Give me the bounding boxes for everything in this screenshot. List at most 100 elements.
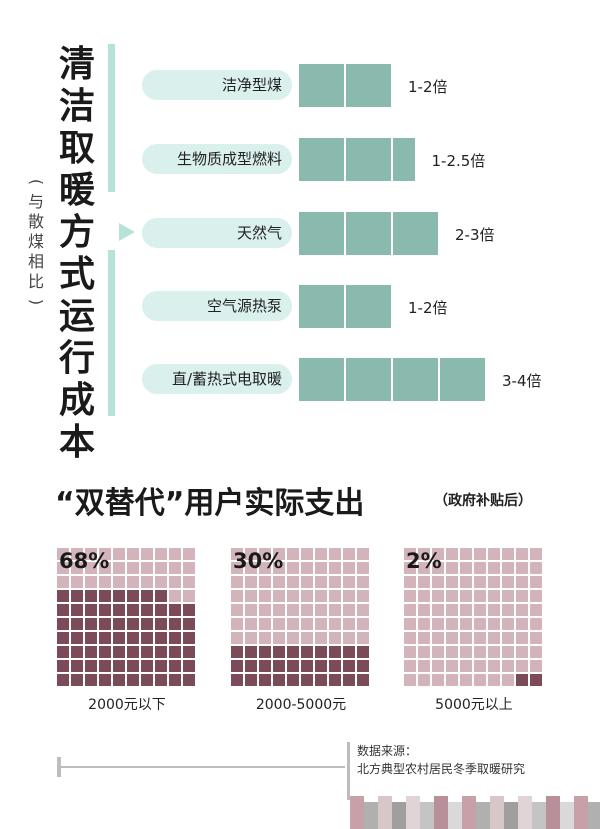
grid-cell xyxy=(357,646,369,658)
grid-cell xyxy=(502,590,514,602)
grid-cell xyxy=(273,548,285,560)
grid-cell xyxy=(85,674,97,686)
grid-cell xyxy=(357,590,369,602)
grid-cell xyxy=(516,576,528,588)
grid-cell xyxy=(259,576,271,588)
cost-bar-block xyxy=(392,357,439,402)
title-char: 运 xyxy=(58,296,95,337)
grid-cell xyxy=(259,562,271,574)
grid-cell xyxy=(343,548,355,560)
grid-cell xyxy=(169,632,181,644)
grid-cell xyxy=(287,590,299,602)
subtitle-char: ( xyxy=(27,178,46,186)
grid-cell xyxy=(404,548,416,560)
grid-cell xyxy=(169,660,181,672)
grid-cell xyxy=(418,562,430,574)
watermark-pixel xyxy=(378,796,392,829)
subtitle-char: 煤 xyxy=(27,232,44,251)
grid-cell xyxy=(245,548,257,560)
grid-cell xyxy=(474,576,486,588)
grid-cell xyxy=(155,646,167,658)
accent-line-top xyxy=(108,44,115,192)
grid-cell xyxy=(315,548,327,560)
cost-bar-block xyxy=(298,211,345,256)
grid-cell xyxy=(169,562,181,574)
grid-percent-label: 2% xyxy=(406,549,442,573)
grid-cell xyxy=(245,562,257,574)
grid-cell xyxy=(301,660,313,672)
grid-cell xyxy=(329,576,341,588)
grid-cell xyxy=(169,618,181,630)
grid-cell xyxy=(446,604,458,616)
grid-cell xyxy=(418,604,430,616)
grid-cell xyxy=(85,604,97,616)
watermark-pixel xyxy=(448,802,462,829)
grid-cell xyxy=(474,548,486,560)
grid-cell xyxy=(85,576,97,588)
grid-cell xyxy=(516,674,528,686)
grid-cell xyxy=(502,548,514,560)
grid-cell xyxy=(502,646,514,658)
cost-bar-block xyxy=(345,357,392,402)
grid-cell xyxy=(57,590,69,602)
watermark-pixel xyxy=(518,796,532,829)
title-char: 洁 xyxy=(58,86,95,127)
grid-cell xyxy=(183,562,195,574)
grid-cell xyxy=(474,674,486,686)
grid-cell xyxy=(155,618,167,630)
grid-cell xyxy=(245,674,257,686)
grid-cell xyxy=(183,660,195,672)
grid-cell xyxy=(516,646,528,658)
grid-cell xyxy=(432,576,444,588)
source-label: 数据来源： xyxy=(357,744,418,758)
watermark-pixel xyxy=(504,802,518,829)
grid-cell xyxy=(155,632,167,644)
cost-bar-block xyxy=(392,137,416,182)
grid-cell xyxy=(432,562,444,574)
grid-cell xyxy=(446,590,458,602)
grid-cell xyxy=(141,618,153,630)
grid-cell xyxy=(329,604,341,616)
grid-cell xyxy=(259,604,271,616)
grid-cell xyxy=(516,562,528,574)
grid-cell xyxy=(99,618,111,630)
grid-cell xyxy=(516,590,528,602)
grid-cell xyxy=(404,604,416,616)
watermark-pixel xyxy=(462,796,476,829)
accent-line-bottom xyxy=(108,250,115,416)
grid-cell xyxy=(329,548,341,560)
grid-cell xyxy=(530,576,542,588)
grid-cell xyxy=(273,632,285,644)
grid-cell xyxy=(155,604,167,616)
grid-cell xyxy=(169,548,181,560)
grid-cell xyxy=(446,660,458,672)
grid-cell xyxy=(502,604,514,616)
grid-cell xyxy=(460,562,472,574)
grid-cell xyxy=(404,632,416,644)
grid-cell xyxy=(460,660,472,672)
grid-cell xyxy=(404,576,416,588)
grid-cell xyxy=(259,590,271,602)
grid-cell xyxy=(474,590,486,602)
grid-cell xyxy=(460,590,472,602)
grid-cell xyxy=(113,618,125,630)
row-value-label: 1-2倍 xyxy=(408,299,448,317)
watermark-pixel xyxy=(350,796,364,829)
grid-cell xyxy=(502,660,514,672)
grid-cell xyxy=(57,562,69,574)
watermark-pixel xyxy=(434,796,448,829)
grid-cell xyxy=(432,604,444,616)
grid-cell xyxy=(231,660,243,672)
grid-cell xyxy=(71,548,83,560)
watermark-pixel xyxy=(476,802,490,829)
grid-cell xyxy=(71,646,83,658)
grid-cell xyxy=(315,618,327,630)
grid-cell xyxy=(357,562,369,574)
grid-cell xyxy=(113,590,125,602)
cost-bar-block xyxy=(298,284,345,329)
watermark-pixel xyxy=(420,802,434,829)
highlight-arrow-icon xyxy=(119,223,135,241)
grid-cell xyxy=(169,576,181,588)
grid-cell xyxy=(432,618,444,630)
grid-cell xyxy=(127,548,139,560)
